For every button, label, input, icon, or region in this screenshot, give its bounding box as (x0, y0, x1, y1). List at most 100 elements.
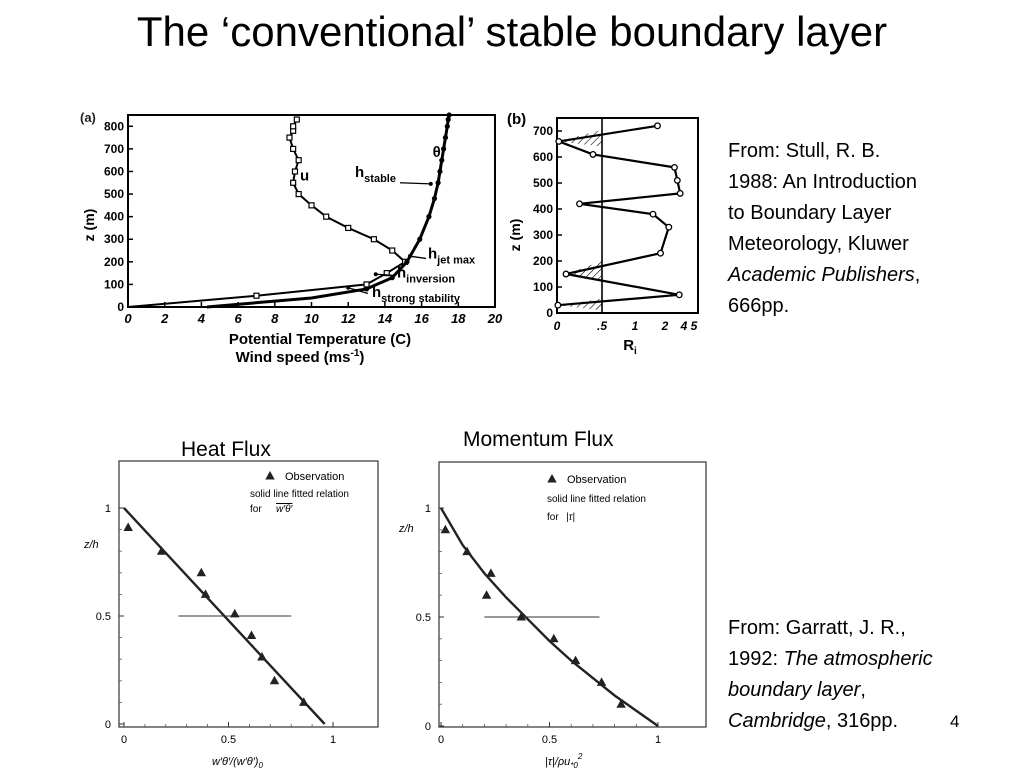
citation-garratt-line3: boundary layer, (728, 679, 866, 701)
point-u-3 (383, 270, 390, 277)
point-ri-6 (576, 200, 583, 208)
momentum-ytick-label-2: 1 (425, 503, 431, 515)
citation-garratt-line4: Cambridge, 316pp. (728, 710, 899, 732)
xtick-label-a-8: 16 (414, 311, 429, 326)
xlabel2-a: Wind speed (ms-1) (236, 348, 365, 366)
ytick-label-b-6: 600 (533, 150, 553, 164)
annotation-3: hstrong stability (372, 284, 461, 305)
heat-ytick-label-0: 0 (105, 719, 111, 731)
momentum-observation-4 (516, 612, 527, 621)
momentum-observation-0 (440, 524, 451, 534)
point-theta-15 (446, 112, 452, 118)
annotation-arrowhead-2 (373, 272, 378, 277)
point-ri-9 (657, 249, 664, 257)
momentum-ytick-label-0: 0 (425, 721, 431, 733)
momentum-plot-frame (438, 461, 707, 728)
legend-heat-line1: solid line fitted relation (250, 489, 349, 500)
ytick-label-b-2: 200 (533, 254, 553, 268)
point-u-14 (290, 145, 297, 152)
ytick-label-a-1: 100 (104, 277, 124, 291)
slide-number: 4 (950, 712, 960, 731)
point-ri-10 (562, 270, 570, 278)
ylabel-momentum: z/h (398, 523, 414, 535)
point-u-6 (370, 236, 377, 243)
legend-momentum-symbol: |τ| (566, 512, 575, 523)
ytick-label-b-7: 700 (533, 124, 553, 138)
ylabel-a: z (m) (81, 209, 97, 242)
heat-xtick-label-2: 1 (330, 734, 336, 746)
point-u-11 (290, 179, 297, 186)
point-theta-13 (444, 123, 450, 129)
point-theta-3 (389, 275, 395, 281)
citation-stull-line3: to Boundary Layer (728, 202, 892, 224)
citation-stull: From: Stull, R. B. 1988: An Introduction… (728, 136, 920, 322)
xtick-label-a-3: 6 (234, 311, 242, 326)
annotation-0: hstable (355, 164, 396, 185)
ylabel-b: z (m) (507, 219, 523, 252)
point-u-9 (308, 202, 315, 209)
citation-garratt: From: Garratt, J. R., 1992: The atmosphe… (728, 613, 933, 737)
point-u-1 (253, 292, 260, 299)
point-u-8 (323, 213, 330, 220)
legend-momentum-line1: solid line fitted relation (547, 494, 646, 505)
momentum-observation-5 (549, 633, 559, 643)
point-ri-12 (554, 301, 562, 309)
ytick-label-a-3: 300 (104, 232, 124, 246)
plot-frame-b (556, 117, 699, 314)
annotation-arrowhead-0 (428, 181, 433, 186)
ylabel-heat: z/h (83, 539, 99, 551)
series-label-u: u (300, 168, 309, 185)
annotation-2: hinversion (397, 265, 455, 286)
point-theta-6 (426, 214, 432, 220)
xtick-label-a-1: 2 (160, 311, 169, 326)
point-ri-11 (675, 291, 683, 299)
series-label-theta: θ (433, 144, 441, 161)
xtick-label-b-4: 4 (680, 319, 688, 333)
xtick-label-a-0: 0 (124, 311, 132, 326)
heat-flux-title: Heat Flux (181, 438, 271, 461)
xtick-label-b-2: 1 (632, 319, 639, 333)
xtick-label-b-0: 0 (554, 319, 561, 333)
heat-observation-5 (246, 630, 257, 639)
heat-observation-1 (156, 546, 167, 555)
legend-momentum-observation: Observation (567, 474, 626, 486)
ytick-label-b-1: 100 (533, 280, 553, 294)
momentum-legend-marker (547, 474, 557, 483)
series-line-theta (206, 114, 451, 309)
xtick-label-a-10: 20 (487, 311, 503, 326)
point-theta-11 (441, 146, 447, 152)
legend-heat-line2: for (250, 504, 262, 515)
xlabel-a: Potential Temperature (C) (229, 331, 411, 348)
xtick-label-a-9: 18 (451, 311, 466, 326)
momentum-xtick-label-0: 0 (438, 734, 444, 746)
citation-garratt-line1: From: Garratt, J. R., (728, 617, 906, 639)
momentum-observation-6 (570, 655, 581, 665)
ytick-label-a-8: 800 (104, 119, 124, 133)
ytick-label-a-7: 700 (104, 142, 124, 156)
ytick-label-b-4: 400 (533, 202, 553, 216)
heat-observation-0 (123, 522, 133, 531)
point-ri-0 (654, 122, 661, 130)
momentum-flux-title: Momentum Flux (463, 428, 614, 451)
heat-observation-4 (230, 608, 240, 618)
xlabel-heat: w′θ′/(w′θ′)0 (212, 756, 263, 768)
heat-observation-6 (257, 652, 267, 661)
point-theta-12 (442, 134, 449, 141)
legend-heat-observation: Observation (285, 471, 344, 483)
xtick-label-a-7: 14 (378, 311, 393, 326)
point-u-18 (293, 116, 300, 123)
panel-label-a: (a) (80, 110, 96, 125)
point-theta-7 (431, 195, 438, 202)
heat-observation-7 (269, 675, 280, 685)
citation-stull-line1: From: Stull, R. B. (728, 140, 881, 162)
citation-stull-line4: Meteorology, Kluwer (728, 233, 909, 255)
point-ri-4 (673, 176, 681, 184)
point-theta-8 (435, 180, 441, 186)
citation-stull-line5: Academic Publishers, (728, 264, 921, 286)
xtick-label-b-1: .5 (597, 319, 607, 333)
momentum-observation-2 (481, 590, 492, 599)
heat-legend-marker (265, 471, 275, 480)
